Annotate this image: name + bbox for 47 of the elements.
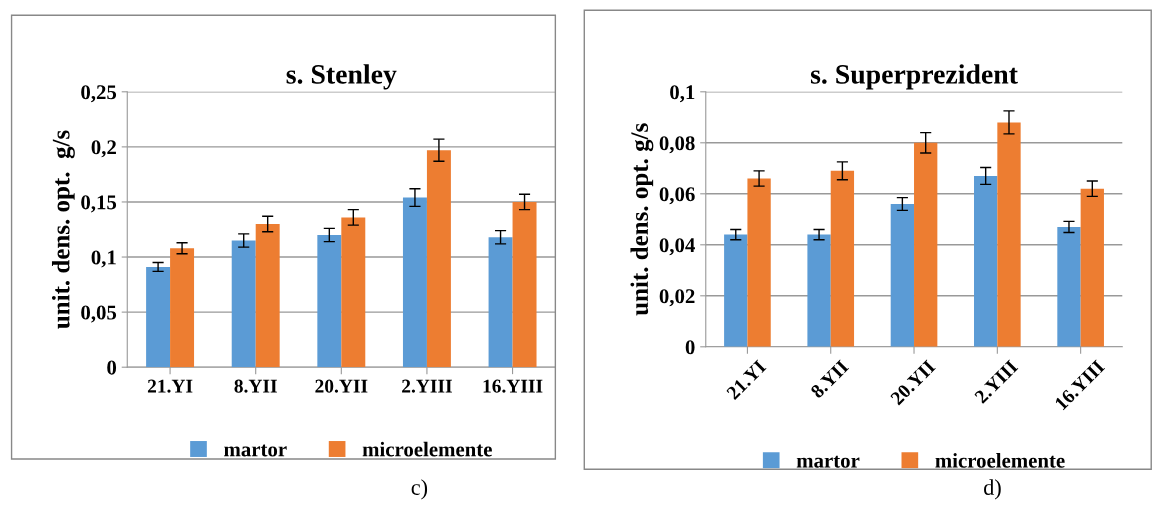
bar bbox=[426, 150, 451, 368]
y-tick-label: 0,15 bbox=[81, 195, 117, 213]
legend-label: microelemente bbox=[935, 453, 1065, 468]
y-tick-label: 0,05 bbox=[81, 305, 117, 323]
y-tick-label: 0,08 bbox=[659, 136, 695, 154]
text: c) bbox=[411, 479, 428, 500]
bar bbox=[724, 234, 748, 347]
bar bbox=[890, 204, 915, 347]
y-tick-label: 0,02 bbox=[659, 289, 695, 307]
y-tick-label: 0,04 bbox=[659, 238, 695, 256]
y-tick-label: 0,1 bbox=[670, 85, 695, 103]
x-tick-label: 20.YII bbox=[315, 379, 368, 393]
chart-title: s. Stenley bbox=[286, 64, 397, 90]
bar bbox=[974, 175, 998, 347]
bar bbox=[402, 197, 427, 368]
x-tick-label: 2.YIII bbox=[402, 379, 452, 393]
bar bbox=[170, 248, 195, 368]
bar bbox=[341, 217, 366, 368]
bar bbox=[747, 178, 771, 347]
bar bbox=[231, 240, 256, 368]
bar bbox=[146, 266, 171, 368]
x-tick-label: 8.YII bbox=[234, 379, 277, 393]
y-tick-label: 0,2 bbox=[91, 140, 116, 158]
bar bbox=[997, 122, 1021, 347]
y-tick-label: 0 bbox=[685, 340, 695, 355]
bar bbox=[830, 170, 855, 347]
bar bbox=[512, 201, 537, 368]
bar bbox=[317, 235, 342, 368]
chart-title: s. Superprezident bbox=[810, 64, 1018, 90]
y-axis-title: unit. dens. opt. g/s bbox=[630, 123, 654, 316]
y-tick-label: 0 bbox=[107, 360, 117, 375]
x-tick-label: 21.YI bbox=[147, 379, 193, 393]
bar bbox=[488, 237, 513, 368]
y-tick-label: 0,25 bbox=[81, 85, 117, 103]
x-tick-label: 16.YIII bbox=[483, 379, 543, 393]
legend-label: microelemente bbox=[362, 441, 492, 457]
bar bbox=[807, 234, 831, 347]
y-tick-label: 0,06 bbox=[659, 187, 695, 205]
bar bbox=[914, 142, 938, 347]
y-tick-label: 0,1 bbox=[91, 250, 116, 268]
y-axis-title: unit. dens. opt. g/s bbox=[51, 130, 75, 329]
bar bbox=[1080, 188, 1104, 347]
legend-label: martor bbox=[224, 444, 287, 457]
legend-label: martor bbox=[796, 455, 860, 468]
bar bbox=[1057, 226, 1081, 347]
bar bbox=[255, 223, 280, 368]
text: d) bbox=[984, 479, 1001, 500]
